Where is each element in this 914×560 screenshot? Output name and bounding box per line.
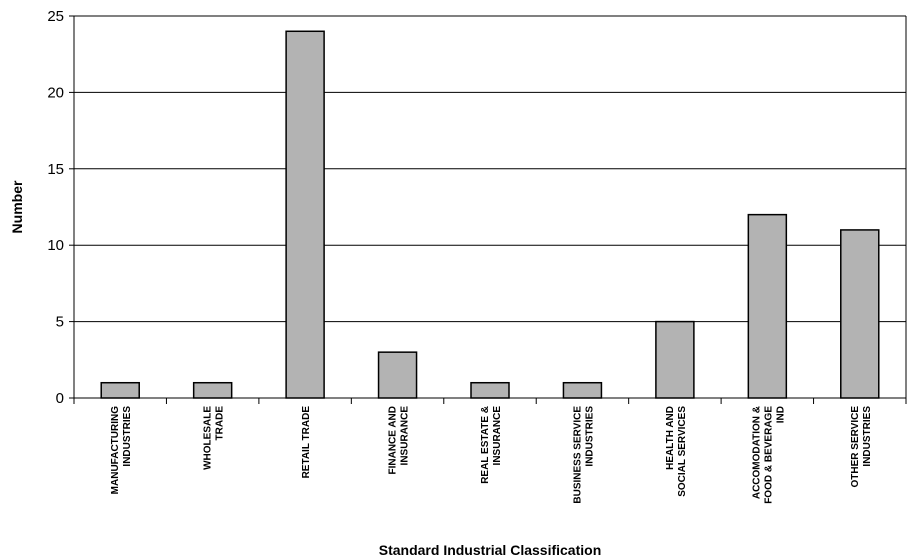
x-tick-label: REAL ESTATE &INSURANCE [480,406,503,484]
bar [100,381,140,399]
bar [470,381,510,399]
y-tick-label: 5 [56,314,64,331]
x-tick-label: ACCOMODATION &FOOD & BEVERAGEIND [751,406,786,504]
y-tick-label: 25 [47,8,64,25]
x-axis-title: Standard Industrial Classification [379,542,602,558]
bars [100,30,880,399]
x-tick-label-line: IND [775,406,786,423]
x-tick-label-line: FINANCE AND [388,406,399,475]
bar [285,30,325,399]
x-tick-label-line: FOOD & BEVERAGE [763,406,774,504]
bar [192,381,233,399]
y-tick-labels: 0 5 10 15 20 25 [47,8,74,407]
x-tick-label-line: TRADE [215,406,226,441]
x-tick-label-line: INDUSTRIES [862,406,873,467]
x-tick-label-line: HEALTH AND [665,406,676,470]
axes [73,15,907,404]
x-tick-label: HEALTH ANDSOCIAL SERVICES [665,406,688,497]
x-tick-label-line: MANUFACTURING [110,406,121,495]
x-tick-label: BUSINESS SERVICEINDUSTRIES [572,406,595,504]
x-tick-label: RETAIL TRADE [301,406,312,479]
x-tick-label: FINANCE ANDINSURANCE [388,406,411,475]
x-tick-label: OTHER SERVICEINDUSTRIES [850,406,873,488]
x-tick-label: WHOLESALETRADE [203,406,226,470]
x-tick-label-line: WHOLESALE [203,406,214,470]
x-tick-label-line: BUSINESS SERVICE [572,406,583,504]
y-tick-label: 20 [47,84,64,101]
x-tick-label-line: ACCOMODATION & [751,406,762,499]
y-tick-label: 15 [47,161,64,178]
x-tick-label-line: RETAIL TRADE [301,406,312,479]
bar [655,320,695,399]
x-tick-label-line: INDUSTRIES [122,406,133,467]
y-axis-title: Number [9,180,25,233]
bar [562,381,603,399]
y-tick-label: 10 [47,237,64,254]
x-tick-label: MANUFACTURINGINDUSTRIES [110,406,133,495]
bar [377,351,418,399]
x-tick-label-line: INSURANCE [492,406,503,466]
x-tick-label-line: OTHER SERVICE [850,406,861,488]
x-tick-label-line: SOCIAL SERVICES [677,406,688,497]
bar [747,213,788,399]
x-tick-label-line: INDUSTRIES [584,406,595,467]
x-tick-label-line: REAL ESTATE & [480,406,491,484]
bar [840,229,880,399]
y-tick-label: 0 [56,390,64,407]
x-tick-label-line: INSURANCE [400,406,411,466]
x-tick-labels: MANUFACTURINGINDUSTRIES WHOLESALETRADE RET… [110,406,873,504]
